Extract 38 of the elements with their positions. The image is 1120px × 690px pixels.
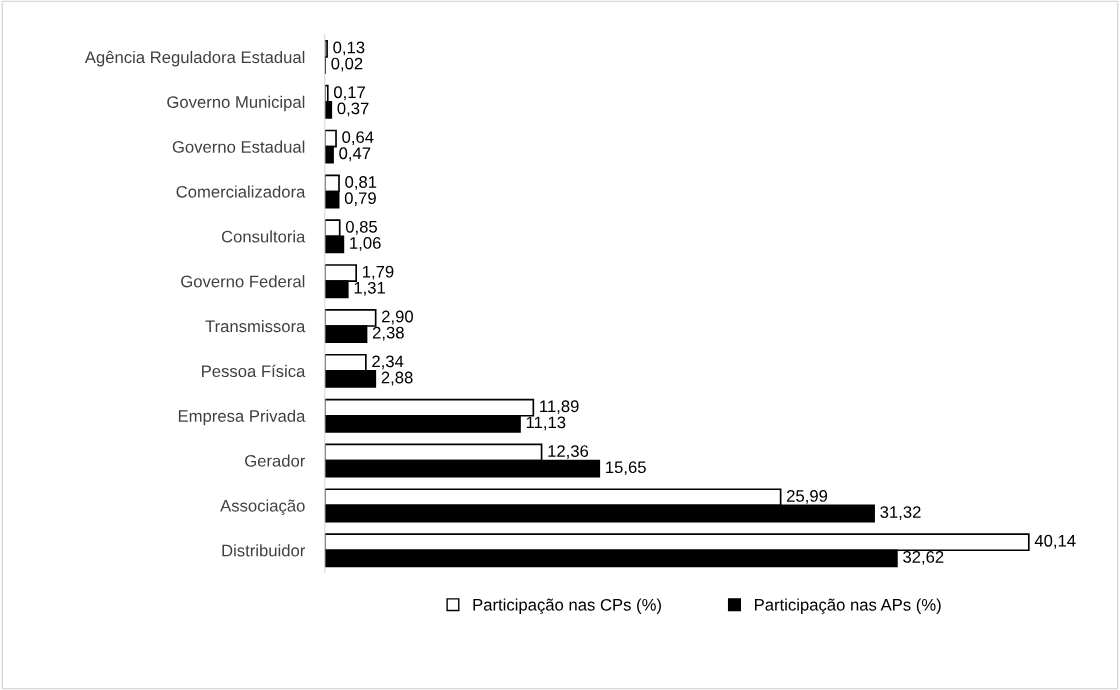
y-tick-label: Governo Estadual <box>172 140 305 153</box>
data-label: 0,64 <box>342 131 374 145</box>
data-label: 0,13 <box>333 41 365 56</box>
y-tick-label: Agência Reguladora Estadual <box>84 50 305 67</box>
y-tick-label: Pessoa Física <box>202 364 306 378</box>
y-tick-label: Transmissora <box>205 319 306 333</box>
data-label: 1,31 <box>354 281 385 296</box>
y-tick-label: Empresa Privada <box>178 409 306 426</box>
y-tick-label: Governo Federal <box>181 275 305 288</box>
data-label: 2,88 <box>381 371 413 386</box>
data-label: 40,14 <box>1034 534 1076 549</box>
data-label: 11,13 <box>526 416 566 431</box>
data-label: 1,79 <box>363 265 394 280</box>
data-label: 0,02 <box>331 57 363 72</box>
data-label: 0,47 <box>339 147 371 162</box>
y-tick-label: Gerador <box>245 454 306 467</box>
y-tick-label: Distribuidor <box>222 544 306 557</box>
data-label: 15,65 <box>606 461 646 476</box>
legend-label: Participação nas CPs (%) <box>473 598 661 615</box>
data-label: 1,06 <box>350 237 381 251</box>
data-label: 0,79 <box>344 192 376 206</box>
data-label: 25,99 <box>787 490 828 504</box>
data-label: 12,36 <box>548 445 589 459</box>
data-label: 11,89 <box>540 400 579 415</box>
y-tick-label: Comercializadora <box>176 185 306 198</box>
data-label: 31,32 <box>880 506 921 520</box>
data-label: 2,38 <box>372 326 404 341</box>
data-label: 2,34 <box>372 355 404 370</box>
data-label: 0,17 <box>333 86 365 101</box>
data-label: 0,85 <box>345 220 377 235</box>
y-tick-label: Associação <box>220 499 305 515</box>
y-tick-label: Consultoria <box>221 230 306 243</box>
legend-label: Participação nas APs (%) <box>755 598 941 615</box>
data-label: 0,81 <box>345 176 377 190</box>
y-tick-label: Governo Municipal <box>167 95 305 112</box>
data-label: 32,62 <box>903 551 944 565</box>
data-label: 2,90 <box>382 310 413 325</box>
data-label: 0,37 <box>337 102 369 117</box>
